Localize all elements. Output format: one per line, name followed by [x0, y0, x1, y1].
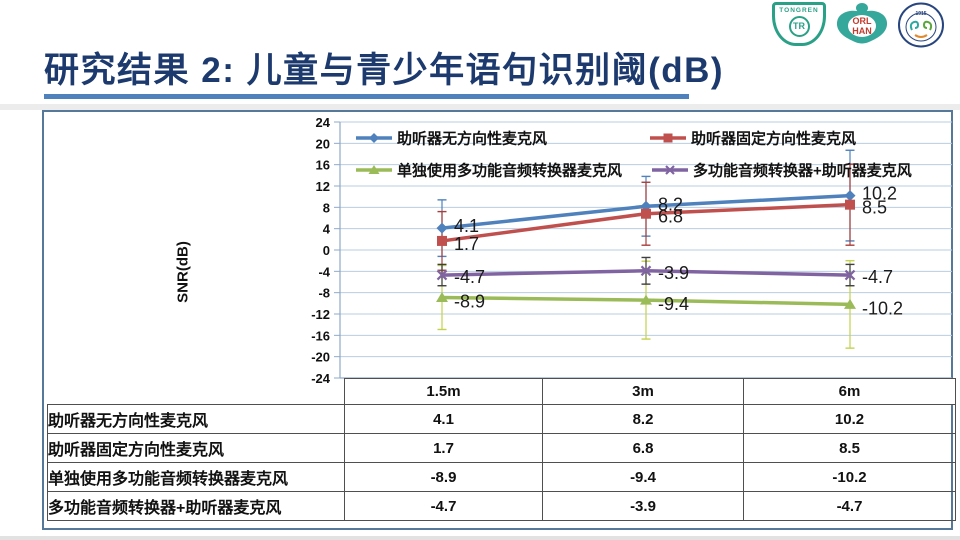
row-label-cell: 助听器固定方向性麦克风	[47, 433, 345, 463]
orlhan-text-line2: HAN	[852, 26, 872, 36]
table-corner-cell	[48, 379, 345, 405]
value-cell: 6.8	[542, 433, 744, 463]
value-cell: -4.7	[743, 491, 956, 521]
value-cell: 4.1	[344, 404, 543, 434]
seal-year-text: 1915	[915, 11, 926, 17]
title-underline	[44, 94, 689, 99]
y-axis-title: SNR(dB)	[174, 241, 192, 303]
orlhan-logo: ORL HAN	[836, 3, 888, 44]
orlhan-inner	[848, 15, 876, 37]
value-cell: -8.9	[344, 462, 543, 492]
value-cell: -3.9	[542, 491, 744, 521]
seal-curl-bottom	[914, 34, 928, 38]
tongren-monogram-icon: TR	[788, 16, 810, 37]
row-label-cell: 多功能音频转换器+助听器麦克风	[47, 491, 345, 521]
hospital-seal-logo: 1915	[898, 2, 944, 48]
orlhan-text-line1: ORL	[853, 16, 873, 26]
table-header-row: 1.5m 3m 6m	[48, 378, 956, 405]
table-header-cell: 3m	[542, 378, 744, 405]
tongren-logo: TONGREN TR	[772, 2, 826, 46]
value-cell: -9.4	[542, 462, 744, 492]
page-title: 研究结果 2: 儿童与青少年语句识别阈(dB)	[44, 51, 725, 90]
table-row: 单独使用多功能音频转换器麦克风 -8.9 -9.4 -10.2	[47, 462, 956, 492]
logo-row: TONGREN TR ORL HAN 1915	[772, 2, 954, 48]
divider-band-top	[0, 104, 960, 110]
row-label-cell: 助听器无方向性麦克风	[47, 404, 345, 434]
seal-inner-ring	[905, 12, 937, 42]
value-cell: 8.2	[542, 404, 744, 434]
table-header-cell: 1.5m	[344, 378, 543, 405]
table-row: 助听器无方向性麦克风 4.1 8.2 10.2	[47, 404, 956, 434]
table-header-cell: 6m	[743, 378, 956, 405]
row-label-cell: 单独使用多功能音频转换器麦克风	[47, 462, 345, 492]
data-table: 1.5m 3m 6m 助听器无方向性麦克风 4.1 8.2 10.2 助听器固定方向性麦克风 1…	[47, 378, 956, 521]
value-cell: -4.7	[344, 491, 543, 521]
value-cell: -10.2	[743, 462, 956, 492]
data-table-wrap: 1.5m 3m 6m 助听器无方向性麦克风 4.1 8.2 10.2 助听器固定方向性麦克风 1…	[47, 378, 956, 521]
table-row: 助听器固定方向性麦克风 1.7 6.8 8.5	[47, 433, 956, 463]
value-cell: 10.2	[743, 404, 956, 434]
seal-curl-left	[909, 20, 920, 31]
seal-outer-ring	[898, 2, 944, 48]
divider-band-bottom	[0, 536, 960, 540]
seal-curl-right	[922, 20, 933, 31]
tongren-logo-text: TONGREN	[779, 7, 819, 14]
table-row: 多功能音频转换器+助听器麦克风 -4.7 -3.9 -4.7	[47, 491, 956, 521]
value-cell: 1.7	[344, 433, 543, 463]
value-cell: 8.5	[743, 433, 956, 463]
